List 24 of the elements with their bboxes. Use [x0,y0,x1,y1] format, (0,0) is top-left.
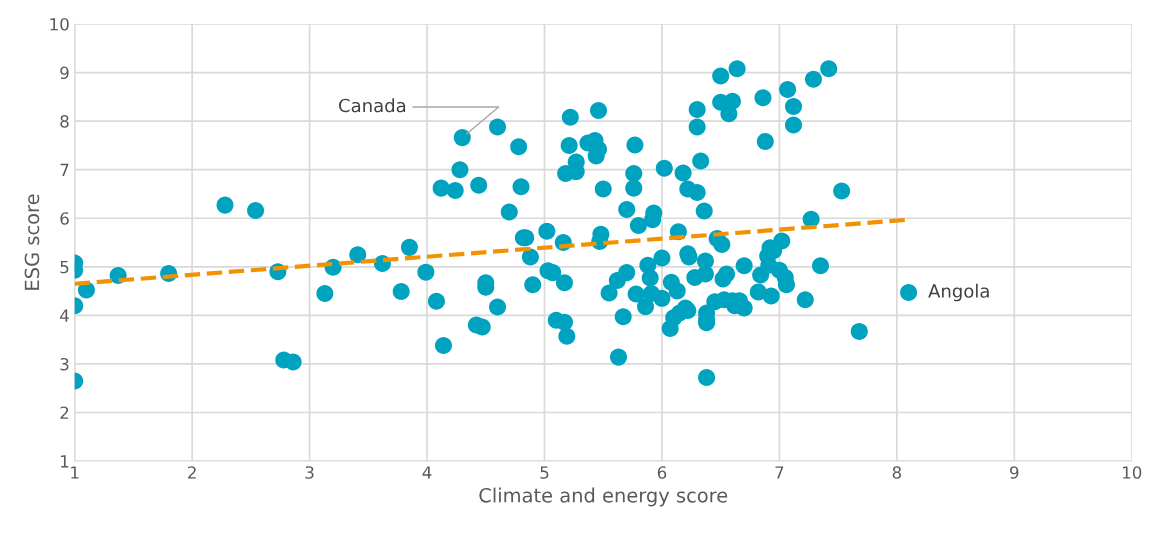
y-tick-label: 2 [60,406,69,419]
x-tick-label: 3 [305,466,314,479]
y-tick-label: 10 [50,17,69,31]
annotation: Angola [928,283,989,302]
y-tick-label: 3 [60,357,69,371]
x-tick-label: 9 [1010,466,1019,479]
y-tick-label: 1 [61,455,69,468]
y-tick-label: 9 [60,66,69,80]
y-tick-label: 8 [60,115,69,128]
y-tick-label: 7 [60,163,69,176]
annotation: Canada [339,98,406,113]
y-tick-label: 6 [60,212,69,225]
x-tick-label: 2 [188,466,196,479]
x-tick-label: 5 [540,466,549,479]
x-axis-title: Climate and energy score [479,487,728,507]
x-tick-label: 1 [71,466,79,479]
x-tick-label: 7 [775,466,784,479]
y-axis-title: ESG score [24,194,40,290]
x-tick-label: 4 [422,466,432,479]
x-tick-label: 6 [657,466,667,479]
y-tick-label: 4 [60,309,69,322]
x-tick-label: 8 [892,466,902,479]
x-tick-label: 10 [1122,466,1142,479]
y-tick-label: 5 [60,260,69,274]
